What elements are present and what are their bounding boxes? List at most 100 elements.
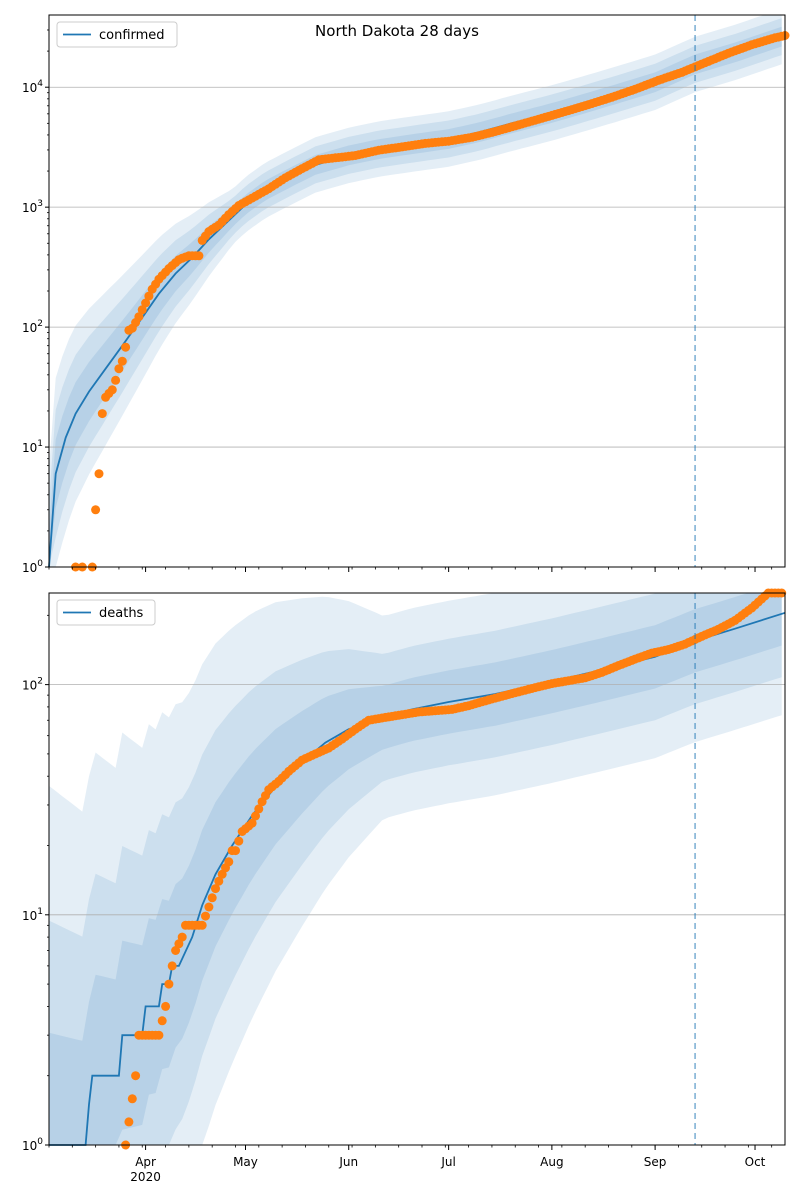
observed-point bbox=[107, 385, 117, 395]
legend-label-deaths: deaths bbox=[99, 606, 144, 621]
observed-point-fill bbox=[440, 137, 450, 146]
y-tick-label: 101 bbox=[22, 907, 43, 923]
observed-point-fill bbox=[124, 1117, 134, 1127]
observed-point-fill bbox=[693, 633, 703, 643]
y-tick-label: 101 bbox=[22, 439, 43, 455]
x-year-label: 2020 bbox=[130, 1170, 161, 1184]
observed-point-fill bbox=[277, 175, 287, 185]
x-tick-label: Jun bbox=[338, 1155, 358, 1169]
confirmed-grid bbox=[49, 86, 785, 448]
uncertainty-band-3 bbox=[49, 593, 782, 1145]
observed-point-fill bbox=[464, 133, 474, 143]
y-tick-label: 102 bbox=[22, 677, 43, 693]
x-tick-label: Oct bbox=[745, 1155, 766, 1169]
y-tick-label: 103 bbox=[22, 199, 43, 215]
observed-point-fill bbox=[231, 204, 240, 213]
observed-point bbox=[131, 1071, 141, 1081]
observed-point bbox=[111, 375, 121, 385]
observed-point-fill bbox=[261, 186, 270, 196]
observed-point-fill bbox=[234, 836, 244, 846]
legend-label-confirmed: confirmed bbox=[99, 28, 165, 43]
observed-point-fill bbox=[394, 142, 404, 152]
observed-point-fill bbox=[427, 706, 437, 716]
observed-point-fill bbox=[171, 258, 181, 268]
x-tick-label: Jul bbox=[440, 1155, 455, 1169]
observed-point bbox=[161, 1001, 171, 1011]
observed-point-fill bbox=[294, 758, 304, 768]
observed-point-fill bbox=[137, 305, 147, 315]
observed-point bbox=[211, 884, 220, 894]
observed-point-fill bbox=[191, 251, 200, 261]
observed-point-fill bbox=[560, 676, 570, 686]
observed-point-fill bbox=[334, 736, 344, 746]
observed-point-fill bbox=[201, 231, 210, 241]
legend-box bbox=[56, 599, 156, 626]
observed-point-fill bbox=[194, 920, 204, 930]
uncertainty-band-1 bbox=[49, 15, 782, 567]
x-tick-label: Sep bbox=[644, 1155, 667, 1169]
x-tick-label: Apr bbox=[135, 1155, 156, 1169]
confirmed-y-axis: 100 101 102 103 104 bbox=[22, 29, 49, 575]
uncertainty-band-3 bbox=[49, 26, 782, 567]
deaths-points bbox=[121, 588, 787, 1150]
observed-point-fill bbox=[254, 804, 264, 814]
observed-point-fill bbox=[327, 153, 337, 163]
observed-point-fill bbox=[204, 902, 214, 912]
confirmed-legend: confirmed bbox=[56, 21, 178, 48]
observed-point-fill bbox=[743, 606, 753, 615]
y-tick-label: 102 bbox=[22, 319, 43, 335]
confirmed-x-axis bbox=[48, 567, 773, 572]
legend-box bbox=[56, 21, 178, 48]
observed-point-fill bbox=[244, 195, 254, 205]
observed-point-fill bbox=[320, 745, 330, 754]
observed-point bbox=[214, 876, 224, 886]
observed-point-fill bbox=[181, 252, 190, 262]
observed-point bbox=[224, 857, 234, 867]
observed-point-fill bbox=[141, 1030, 151, 1040]
observed-point-fill bbox=[727, 617, 737, 627]
observed-point bbox=[97, 409, 107, 419]
observed-point bbox=[94, 469, 104, 479]
observed-point-fill bbox=[201, 911, 210, 921]
observed-point bbox=[91, 505, 101, 515]
observed-point-fill bbox=[221, 213, 230, 223]
y-tick-label: 100 bbox=[22, 559, 43, 575]
uncertainty-band-1 bbox=[49, 593, 782, 1145]
deaths-legend: deaths bbox=[56, 599, 156, 626]
deaths-grid bbox=[49, 684, 785, 916]
observed-point bbox=[167, 961, 177, 971]
observed-point bbox=[117, 356, 127, 366]
uncertainty-band-2 bbox=[49, 18, 782, 568]
observed-point-fill bbox=[347, 727, 357, 737]
observed-point-fill bbox=[417, 139, 427, 149]
chart-title: North Dakota 28 days bbox=[315, 22, 479, 40]
observed-point-fill bbox=[281, 770, 290, 780]
observed-point-fill bbox=[251, 811, 260, 821]
observed-point bbox=[121, 342, 131, 352]
observed-point-fill bbox=[184, 920, 194, 930]
observed-point-fill bbox=[377, 713, 387, 723]
observed-point-fill bbox=[777, 31, 787, 41]
observed-point-fill bbox=[151, 1030, 161, 1040]
observed-point bbox=[171, 946, 181, 955]
observed-point bbox=[114, 364, 124, 374]
y-tick-label: 100 bbox=[22, 1137, 43, 1153]
observed-point-fill bbox=[244, 821, 254, 831]
observed-point-fill bbox=[157, 1016, 167, 1026]
observed-point-fill bbox=[294, 165, 304, 175]
observed-point bbox=[164, 979, 174, 989]
observed-point-fill bbox=[544, 679, 553, 689]
deaths-plot-frame bbox=[48, 592, 786, 1146]
observed-point bbox=[231, 846, 240, 856]
observed-point-fill bbox=[161, 267, 171, 277]
observed-point bbox=[177, 932, 187, 942]
observed-point-fill bbox=[207, 893, 217, 903]
observed-point-fill bbox=[174, 939, 184, 949]
observed-point-fill bbox=[271, 779, 280, 789]
uncertainty-band-2 bbox=[49, 593, 782, 1145]
observed-point-fill bbox=[131, 318, 141, 327]
confirmed-bands bbox=[49, 15, 782, 568]
observed-point-fill bbox=[261, 791, 270, 801]
